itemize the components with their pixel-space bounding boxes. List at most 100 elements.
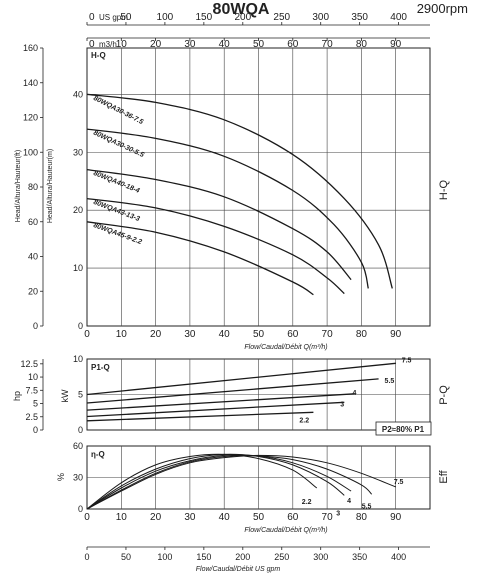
pq-series-line	[86, 393, 355, 411]
hq-secondary-tick-label: 80	[28, 182, 38, 192]
hq-series-line	[86, 221, 314, 296]
top-gpm-tick-label: 250	[273, 12, 290, 23]
pq-secondary-tick-label: 2.5	[25, 412, 38, 422]
top-gpm-tick-label: 300	[312, 12, 329, 23]
eq-xtick-label: 20	[150, 512, 162, 523]
hq-ytick-label: 10	[73, 263, 83, 273]
top-gpm-tick-label: 50	[120, 12, 132, 23]
pq-secondary-tick-label: 12.5	[20, 359, 38, 369]
hq-xlabel: Flow/Caudal/Débit Q(m³/h)	[244, 344, 327, 351]
hq-secondary-tick-label: 0	[33, 321, 38, 331]
eq-series-label: 3	[336, 510, 340, 517]
top-m3h-tick-label: 0	[89, 39, 95, 50]
hq-xtick-label: 90	[390, 329, 402, 340]
pq-series-label: 3	[340, 401, 344, 408]
pq-ylabel-secondary: hp	[12, 391, 22, 401]
hq-ytick-label: 0	[78, 321, 83, 331]
bottom-gpm-tick-label: 0	[84, 552, 89, 562]
top-m3h-tick-label: 90	[390, 39, 402, 50]
pq-ytick-label: 5	[78, 390, 83, 400]
pq-note: P2≈80% P1	[382, 425, 425, 434]
eq-ytick-label: 0	[78, 504, 83, 514]
eq-side-label: Eff	[438, 469, 450, 483]
hq-xtick-label: 60	[287, 329, 299, 340]
top-m3h-tick-label: 10	[116, 39, 128, 50]
hq-secondary-tick-label: 120	[23, 113, 38, 123]
pq-ytick-label: 10	[73, 354, 83, 364]
eq-series-label: 2.2	[302, 499, 312, 506]
bottom-gpm-axis-label: Flow/Caudal/Débit US gpm	[196, 566, 281, 573]
pq-secondary-tick-label: 0	[33, 425, 38, 435]
bottom-gpm-tick-label: 350	[352, 552, 367, 562]
pq-ytick-label: 0	[78, 425, 83, 435]
pq-secondary-tick-label: 10	[28, 372, 38, 382]
top-m3h-tick-label: 30	[184, 39, 196, 50]
top-gpm-axis-label: US gpm	[99, 13, 128, 22]
eq-ylabel: %	[56, 473, 66, 481]
top-m3h-tick-label: 60	[287, 39, 299, 50]
pq-series-label: 4	[353, 390, 357, 397]
eq-xtick-label: 70	[322, 512, 334, 523]
top-gpm-tick-label: 350	[351, 12, 368, 23]
hq-secondary-tick-label: 40	[28, 252, 38, 262]
hq-secondary-tick-label: 100	[23, 147, 38, 157]
eq-xtick-label: 80	[356, 512, 368, 523]
hq-ytick-label: 40	[73, 89, 83, 99]
hq-xtick-label: 70	[322, 329, 334, 340]
top-m3h-tick-label: 50	[253, 39, 265, 50]
hq-secondary-tick-label: 60	[28, 217, 38, 227]
eq-ytick-label: 60	[73, 441, 83, 451]
top-m3h-tick-label: 40	[219, 39, 231, 50]
eq-xtick-label: 0	[84, 512, 90, 523]
pq-series-label: 5.5	[385, 378, 395, 385]
hq-ylabel: Head/Altura/Hauteur(m)	[47, 149, 54, 223]
eq-xtick-label: 90	[390, 512, 402, 523]
bottom-gpm-tick-label: 150	[196, 552, 211, 562]
hq-series-line	[86, 168, 352, 281]
eq-xtick-label: 60	[287, 512, 299, 523]
bottom-gpm-tick-label: 50	[121, 552, 131, 562]
hq-ytick-label: 30	[73, 147, 83, 157]
top-m3h-tick-label: 80	[356, 39, 368, 50]
eq-series-label: 5.5	[362, 503, 372, 510]
pq-series-line	[86, 401, 345, 418]
eq-xtick-label: 10	[116, 512, 128, 523]
eq-xtick-label: 30	[184, 512, 196, 523]
hq-series-line	[86, 197, 345, 295]
hq-xtick-label: 0	[84, 329, 90, 340]
pq-panel-label: P1-Q	[91, 363, 110, 372]
top-gpm-tick-label: 150	[196, 12, 213, 23]
pq-secondary-tick-label: 5	[33, 399, 38, 409]
bottom-gpm-tick-label: 200	[235, 552, 250, 562]
eq-xlabel: Flow/Caudal/Débit Q(m³/h)	[244, 527, 327, 534]
top-gpm-tick-label: 100	[157, 12, 174, 23]
hq-side-label: H-Q	[438, 179, 450, 200]
hq-xtick-label: 50	[253, 329, 265, 340]
pq-note-box	[375, 421, 432, 436]
eq-series-line	[86, 453, 318, 510]
top-m3h-tick-label: 70	[322, 39, 334, 50]
hq-series-line	[86, 128, 369, 289]
hq-ytick-label: 20	[73, 205, 83, 215]
top-gpm-tick-label: 400	[390, 12, 407, 23]
top-m3h-axis-label: m3/h	[99, 40, 117, 49]
top-m3h-tick-label: 20	[150, 39, 162, 50]
pq-series-label: 2.2	[299, 417, 309, 424]
eq-panel-label: η-Q	[91, 450, 105, 459]
bottom-gpm-tick-label: 250	[274, 552, 289, 562]
chart-title: 80WQA	[212, 1, 270, 18]
hq-series-line	[86, 93, 393, 289]
hq-xtick-label: 10	[116, 329, 128, 340]
eq-series-line	[86, 454, 352, 510]
hq-ylabel-secondary: Head/Altura/Hauteur(ft)	[15, 150, 22, 222]
eq-xtick-label: 40	[219, 512, 231, 523]
pq-ylabel: kW	[60, 389, 70, 403]
eq-series-label: 4	[347, 498, 351, 505]
top-gpm-tick-label: 200	[234, 12, 251, 23]
bottom-gpm-tick-label: 100	[157, 552, 172, 562]
hq-secondary-tick-label: 20	[28, 286, 38, 296]
bottom-gpm-tick-label: 400	[391, 552, 406, 562]
hq-secondary-tick-label: 140	[23, 78, 38, 88]
hq-xtick-label: 40	[219, 329, 231, 340]
